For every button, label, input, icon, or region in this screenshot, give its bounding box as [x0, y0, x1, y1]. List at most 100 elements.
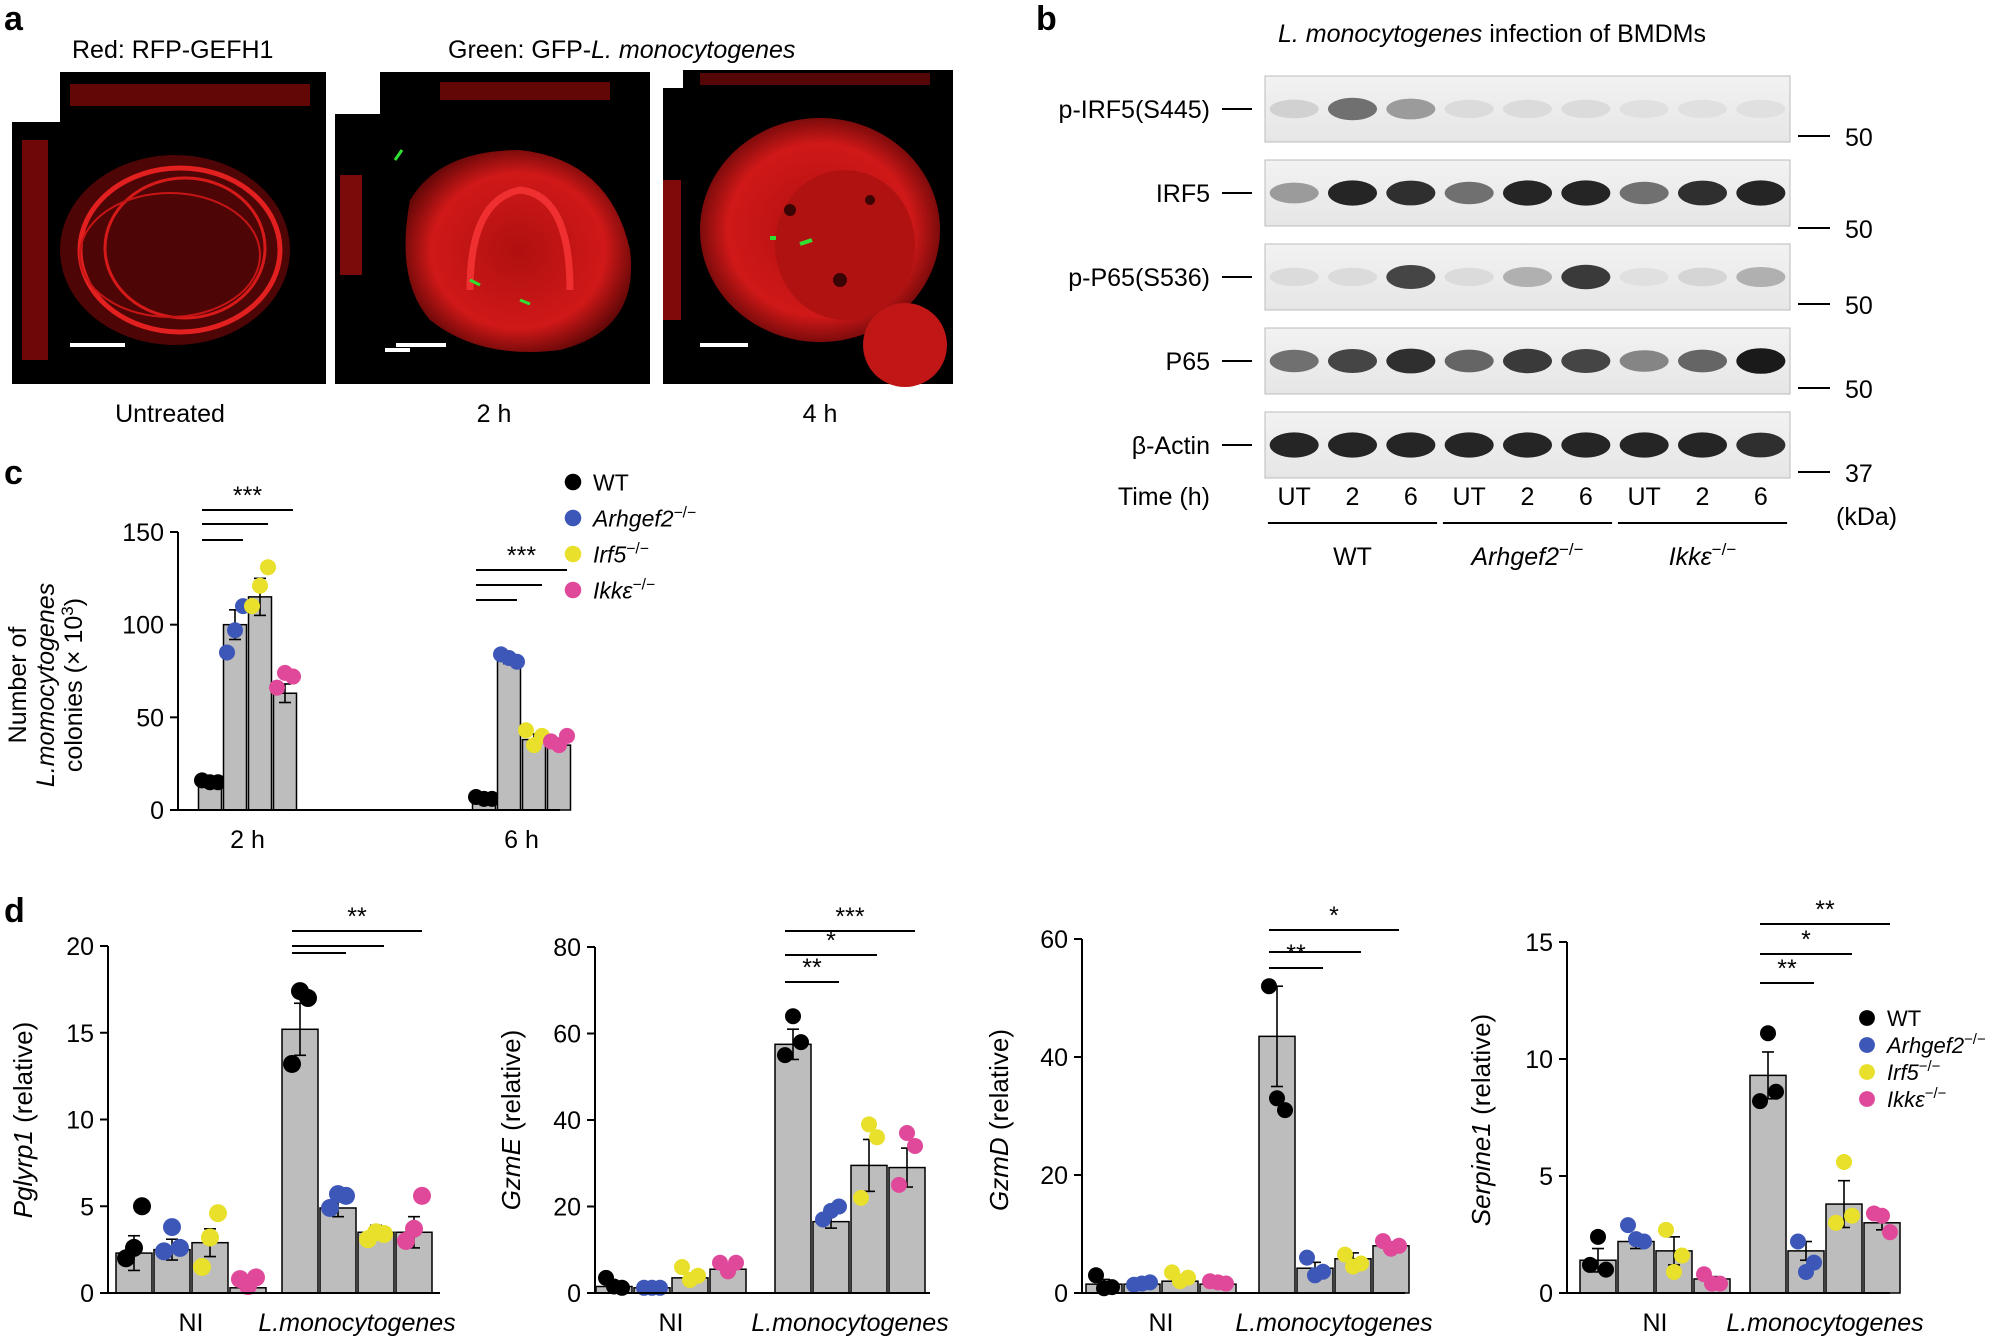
legend-bottom-dot-2 [1859, 1064, 1875, 1080]
point-arhgef2 [1790, 1233, 1806, 1250]
group-label-2: Ikkε−/− [1669, 540, 1737, 571]
kda-label: (kDa) [1836, 503, 1897, 531]
point-irf5 [1337, 1246, 1353, 1263]
y-tick-label: 40 [1040, 1044, 1068, 1072]
blot-label-0: p-IRF5(S445) [1059, 96, 1210, 124]
point-arhgef2 [337, 1186, 355, 1205]
chart-d-serpine1: 0 5 10 15 Serpine1 (relative) NI L.monocytogen… [1466, 896, 1924, 1337]
bar-arhgef2-1 [812, 1220, 850, 1294]
blot-label-3: P65 [1166, 348, 1210, 376]
point-arhgef2 [227, 622, 243, 639]
significance-label: ** [1815, 896, 1835, 924]
legend-bottom-dot-1 [1859, 1037, 1875, 1053]
y-tick-label: 0 [1539, 1280, 1553, 1308]
point-wt [125, 1238, 143, 1257]
y-axis-label-2: L.momocytogenes [32, 583, 60, 787]
blot-band [1561, 432, 1611, 458]
panel-c-letter: c [4, 454, 23, 492]
blot-band [1386, 98, 1436, 120]
y-tick-label: 10 [66, 1107, 94, 1135]
point-wt [1768, 1083, 1784, 1100]
point-arhgef2 [1142, 1274, 1158, 1291]
western-blot: p-IRF5(S445) 50 IRF5 50 p-P65(S536) 50 P65 50 β-… [1059, 75, 1897, 571]
y-tick-label: 150 [122, 519, 164, 547]
point-wt [1277, 1102, 1293, 1119]
point-irf5 [690, 1267, 706, 1284]
blot-label-1: IRF5 [1156, 180, 1210, 208]
point-irf5 [209, 1204, 227, 1223]
x-tick-label-0: NI [179, 1309, 204, 1337]
blot-band [1328, 180, 1377, 206]
y-tick-label: 5 [1539, 1163, 1553, 1191]
marker-label-2: 50 [1845, 292, 1873, 320]
point-wt [1088, 1267, 1104, 1284]
point-irf5 [518, 722, 534, 739]
blot-band [1678, 180, 1727, 206]
blot-band [1269, 432, 1319, 458]
point-arhgef2 [1299, 1249, 1315, 1266]
point-ikkε [413, 1186, 431, 1205]
blot-band [1561, 349, 1611, 373]
point-ikkε [891, 1176, 907, 1193]
blot-band [1619, 267, 1669, 287]
bar-arhgef2-0 [1617, 1240, 1655, 1294]
point-wt [484, 790, 500, 807]
blot-band [1503, 432, 1552, 458]
x-tick-label-0: NI [659, 1309, 684, 1337]
point-wt [1760, 1025, 1776, 1042]
y-tick-label: 100 [122, 612, 164, 640]
blot-band [1503, 267, 1552, 287]
lane-label-5: 6 [1579, 483, 1593, 511]
point-ikkε [1391, 1237, 1407, 1254]
blot-band [1386, 265, 1436, 289]
legend-bottom-label-3: Ikkε−/− [1887, 1085, 1946, 1112]
blot-band [1736, 348, 1786, 374]
point-wt [299, 989, 317, 1008]
x-tick-label-1: L.monocytogenes [1235, 1309, 1432, 1337]
blot-band [1678, 267, 1727, 287]
panel-a-letter: a [4, 0, 24, 38]
point-wt [283, 1054, 301, 1073]
blot-band [1561, 99, 1611, 119]
x-tick-label-1: L.monocytogenes [258, 1309, 455, 1337]
point-irf5 [674, 1259, 690, 1276]
point-irf5 [201, 1228, 219, 1247]
marker-label-0: 50 [1845, 124, 1873, 152]
blot-band [1328, 349, 1377, 373]
panel-a-label-red: Red: RFP-GEFH1 [72, 36, 273, 64]
lane-label-2: 6 [1404, 483, 1418, 511]
y-tick-label: 20 [553, 1194, 581, 1222]
blot-band [1444, 349, 1494, 373]
lane-label-3: UT [1453, 483, 1486, 511]
y-axis-label: Pglyrp1 (relative) [8, 1022, 38, 1219]
point-wt [1752, 1093, 1768, 1110]
y-tick-label: 20 [66, 933, 94, 961]
chart-d-gzmd: 0 20 40 60 GzmD (relative) NI L.monocytogenes *… [984, 902, 1433, 1337]
lane-label-1: 2 [1346, 483, 1360, 511]
blot-band [1561, 264, 1611, 290]
blot-band [1619, 99, 1669, 119]
group-label-1: Arhgef2−/− [1469, 540, 1583, 571]
micrograph-4h [663, 70, 953, 387]
significance-label: * [826, 927, 836, 955]
group-label-0: WT [1333, 543, 1372, 571]
y-tick-label: 40 [553, 1107, 581, 1135]
chart-d-gzme: 0 20 40 60 80 GzmE (relative) NI L.monocytogene… [496, 903, 949, 1337]
legend-bottom-label-0: WT [1887, 1006, 1921, 1031]
blot-band [1561, 180, 1611, 206]
bar-ikkε-0 [272, 692, 298, 811]
point-irf5 [244, 598, 260, 615]
point-wt [133, 1197, 151, 1216]
x-tick-label-1: L.monocytogenes [751, 1309, 948, 1337]
point-ikkε [559, 727, 575, 744]
legend-top-label-1: Arhgef2−/− [591, 504, 696, 531]
blot-band [1678, 349, 1727, 373]
lane-label-6: UT [1628, 483, 1661, 511]
y-axis-label: GzmD (relative) [984, 1029, 1014, 1211]
y-tick-label: 0 [567, 1280, 581, 1308]
point-ikkε [728, 1254, 744, 1271]
point-ikkε [899, 1124, 915, 1141]
point-irf5 [1353, 1255, 1369, 1272]
x-tick-label-1: 6 h [504, 826, 539, 854]
